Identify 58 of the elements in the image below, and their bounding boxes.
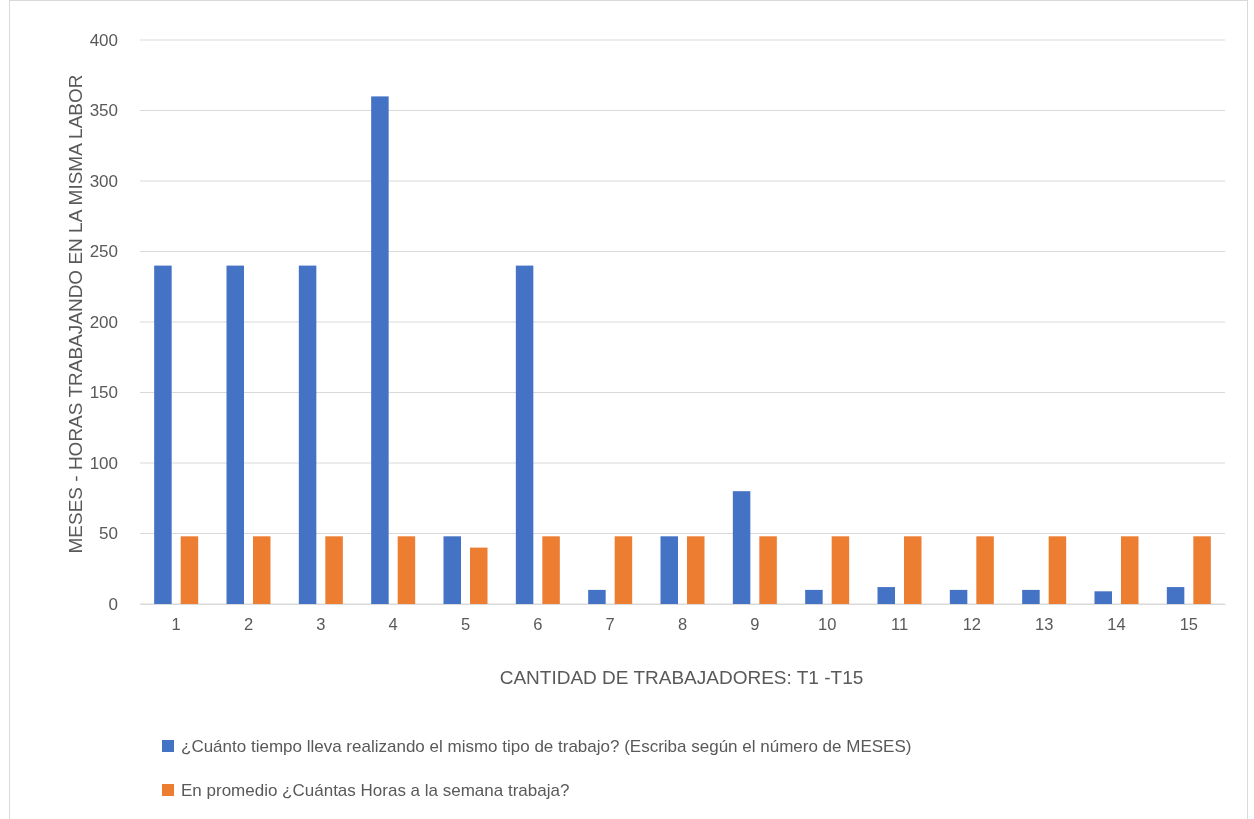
bar (588, 589, 606, 604)
y-tick-label: 100 (89, 453, 118, 473)
y-tick-label: 400 (89, 30, 118, 50)
x-tick-label: 3 (316, 614, 326, 633)
bar (660, 536, 678, 604)
legend-label: En promedio ¿Cuántas Horas a la semana trabaja? (181, 781, 570, 800)
bar (614, 536, 633, 604)
bar (1121, 536, 1139, 604)
x-tick-label: 7 (605, 614, 615, 633)
bar (1193, 536, 1211, 604)
bar (253, 536, 271, 604)
bar (877, 587, 895, 604)
bar (298, 265, 317, 604)
x-tick-label: 1 (171, 614, 181, 633)
x-tick-label: 15 (1179, 614, 1199, 633)
bar (325, 536, 343, 604)
bar (443, 536, 461, 604)
x-tick-label: 14 (1107, 614, 1126, 633)
y-axis-title: MESES - HORAS TRABAJANDO EN LA MISMA LABOR (65, 74, 86, 554)
y-tick-label: 250 (89, 242, 118, 262)
bar (180, 536, 199, 604)
bar (687, 536, 705, 604)
bar (542, 536, 560, 604)
x-tick-label: 11 (890, 614, 909, 633)
bar (904, 536, 922, 604)
bar (949, 589, 968, 604)
y-tick-label: 200 (89, 312, 118, 332)
x-tick-label: 5 (460, 614, 471, 633)
bar (732, 491, 751, 604)
y-tick-label: 300 (89, 171, 118, 191)
bar (154, 265, 172, 604)
bar (1094, 591, 1112, 604)
bar (1048, 536, 1067, 604)
x-tick-label: 4 (388, 614, 398, 633)
bar (759, 536, 777, 604)
x-tick-label: 10 (817, 614, 837, 633)
bar (371, 96, 389, 604)
x-tick-label: 12 (962, 614, 982, 633)
bar (1166, 587, 1185, 604)
x-tick-label: 2 (243, 614, 254, 633)
x-tick-label: 13 (1034, 614, 1054, 633)
legend-label: ¿Cuánto tiempo lleva realizando el mismo tipo de trabajo? (Escriba según el número de MESES) (181, 737, 912, 756)
bar (805, 589, 823, 604)
bar (831, 536, 850, 604)
bar (976, 536, 994, 604)
x-tick-label: 6 (533, 614, 543, 633)
x-axis-title: CANTIDAD DE TRABAJADORES: T1 -T15 (499, 667, 864, 688)
x-tick-label: 8 (677, 614, 688, 633)
y-tick-label: 50 (99, 524, 118, 544)
bar (397, 536, 416, 604)
y-tick-label: 0 (108, 594, 118, 614)
bar (470, 547, 488, 604)
x-tick-label: 9 (750, 614, 760, 633)
y-tick-label: 350 (89, 101, 118, 121)
bar (515, 265, 534, 604)
y-tick-label: 150 (89, 383, 118, 403)
bar (1022, 589, 1040, 604)
bar (226, 265, 244, 604)
